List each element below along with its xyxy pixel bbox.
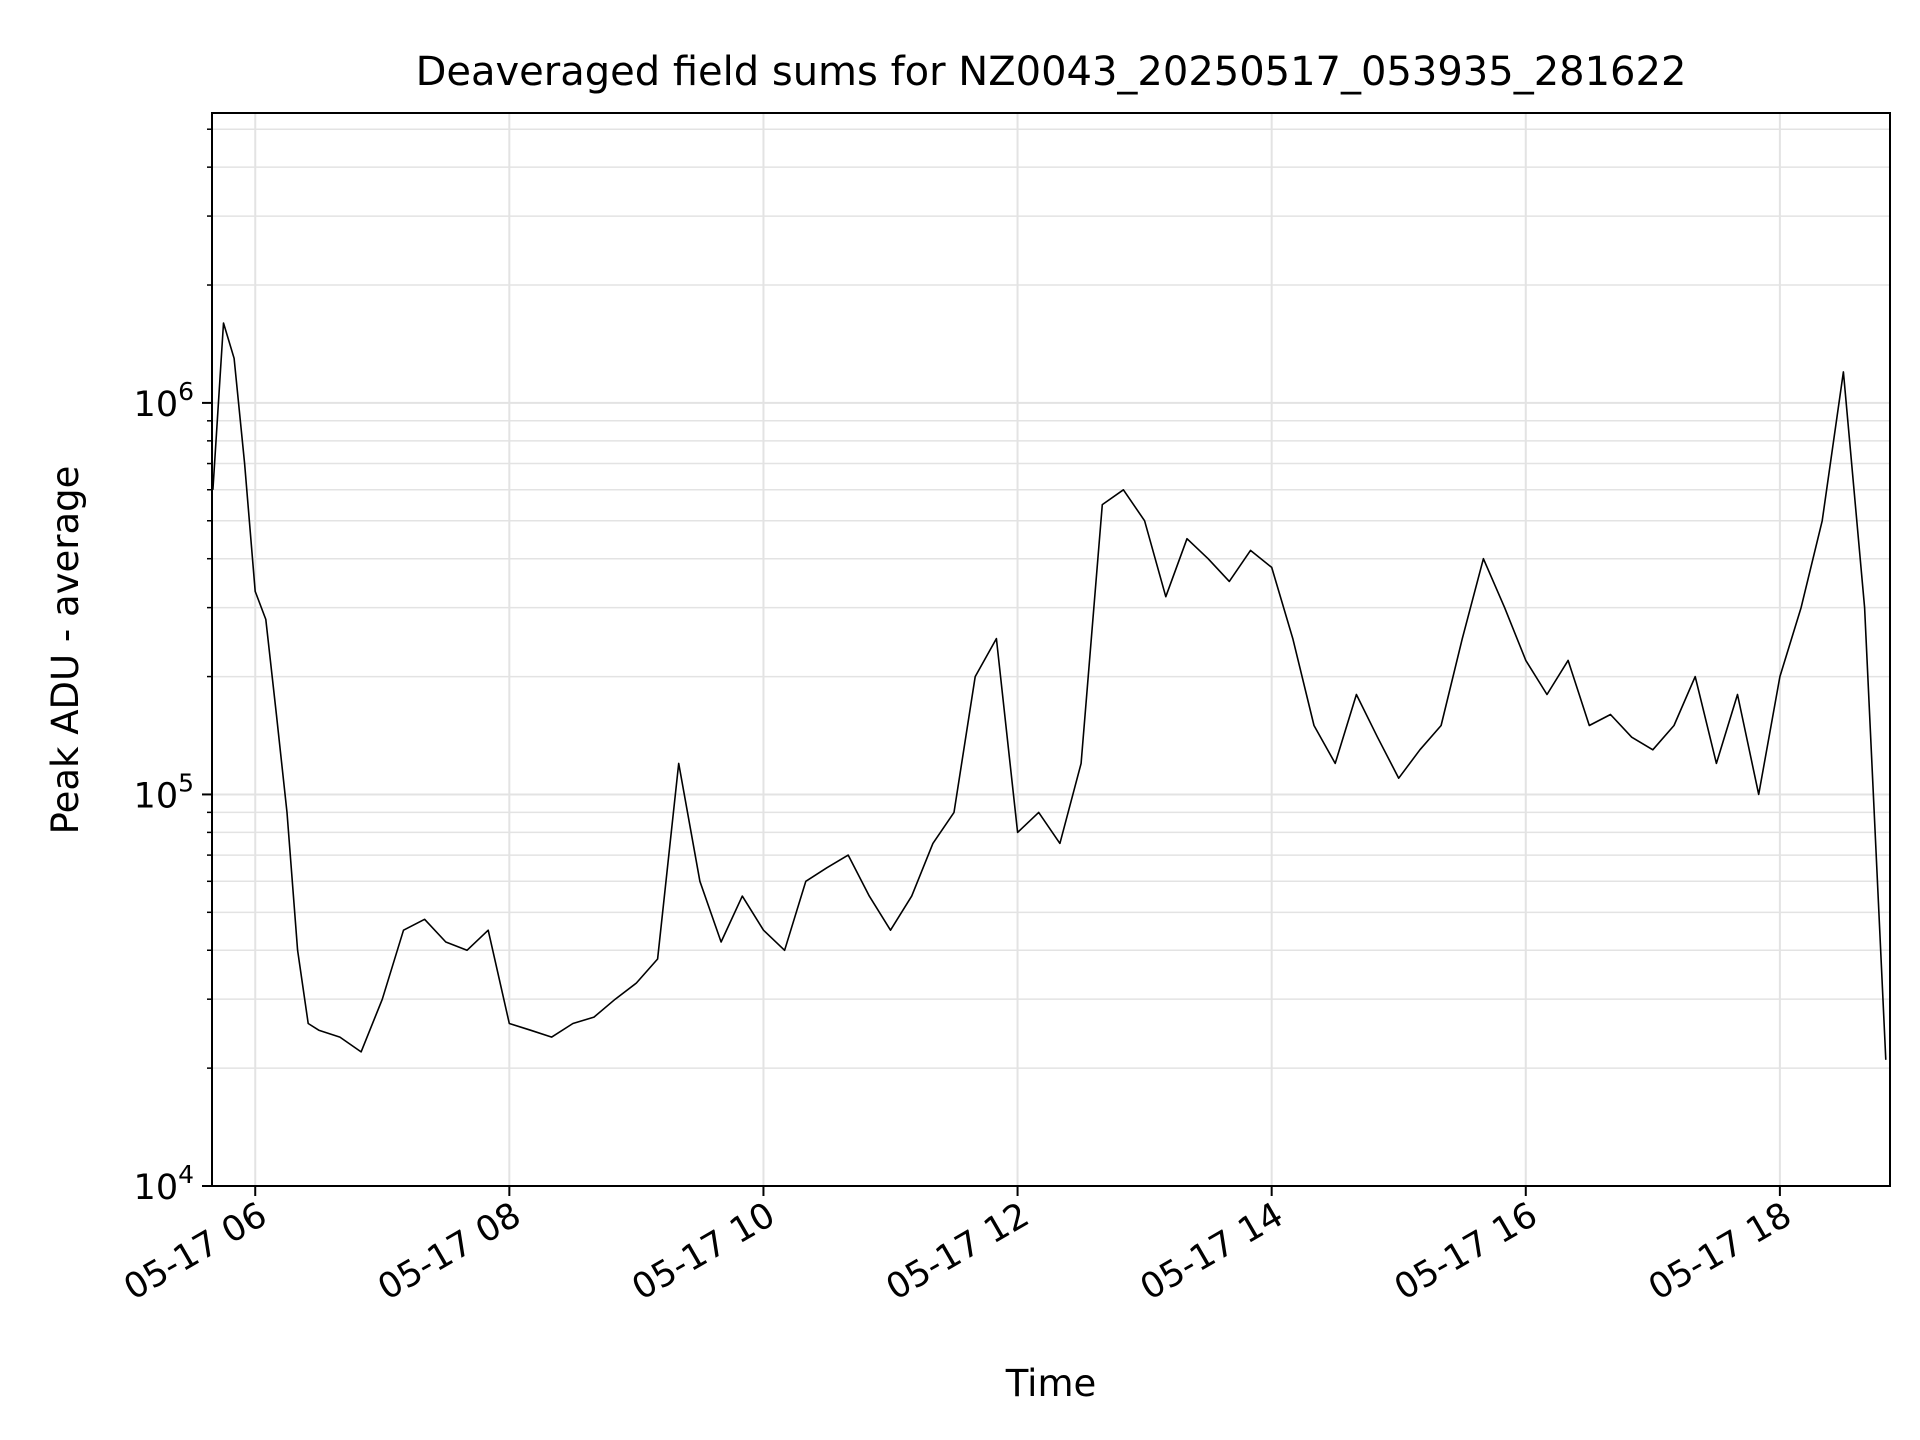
- y-tick-label: 105: [134, 768, 194, 816]
- chart-title: Deaveraged field sums for NZ0043_2025051…: [416, 49, 1687, 95]
- series-line-group: [212, 322, 1887, 1060]
- y-tick-label: 104: [134, 1160, 194, 1208]
- plot-frame: [211, 112, 1891, 1187]
- x-axis-label: Time: [1005, 1362, 1097, 1405]
- series-line: [212, 322, 1887, 1060]
- y-tick-label: 106: [134, 377, 194, 425]
- y-axis-label: Peak ADU - average: [44, 466, 87, 835]
- y-axis: 104 105 106: [134, 128, 212, 1208]
- grid: [212, 113, 1890, 1187]
